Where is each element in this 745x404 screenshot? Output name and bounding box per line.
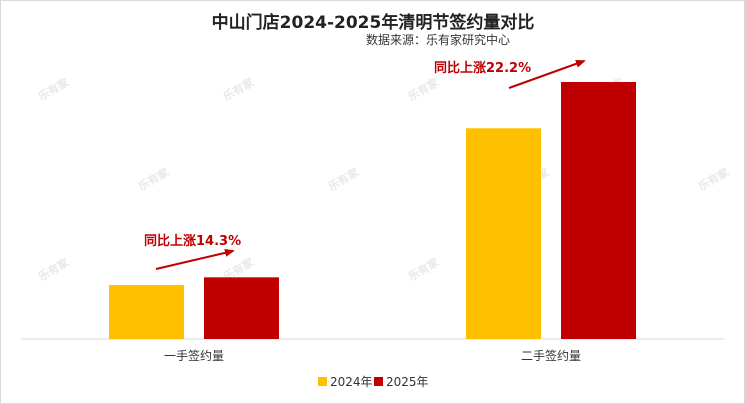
bar-2025年-二手签约量 (561, 82, 636, 339)
watermark-text: 乐有家 (406, 254, 442, 283)
watermark-text: 乐有家 (406, 74, 442, 103)
chart-subtitle: 数据来源：乐有家研究中心 (366, 32, 510, 47)
annotation-growth-second-hand: 同比上涨22.2% (434, 60, 531, 76)
x-tick-label-2: 二手签约量 (521, 348, 581, 363)
watermark-text: 乐有家 (221, 74, 257, 103)
bar-2025年-一手签约量 (204, 277, 279, 339)
bar-2024年-一手签约量 (109, 285, 184, 339)
bar-2024年-二手签约量 (466, 128, 541, 339)
annotation-arrow-second-hand (508, 59, 586, 89)
chart-title: 中山门店2024-2025年清明节签约量对比 (212, 12, 535, 33)
watermark-text: 乐有家 (36, 74, 72, 103)
watermark-text: 乐有家 (326, 164, 362, 193)
annotation-arrow-first-hand (155, 248, 235, 270)
x-tick-label-1: 一手签约量 (164, 348, 224, 363)
annotation-growth-first-hand: 同比上涨14.3% (144, 233, 241, 249)
watermark-text: 乐有家 (36, 254, 72, 283)
legend-swatch-2025 (374, 377, 383, 386)
legend-label-2025: 2025年 (386, 375, 429, 389)
watermark-text: 乐有家 (136, 164, 172, 193)
legend-label-2024: 2024年 (330, 375, 373, 389)
watermark-text: 乐有家 (696, 164, 732, 193)
bars-group (109, 82, 636, 339)
legend-swatch-2024 (318, 377, 327, 386)
legend: 2024年 2025年 (318, 375, 429, 389)
